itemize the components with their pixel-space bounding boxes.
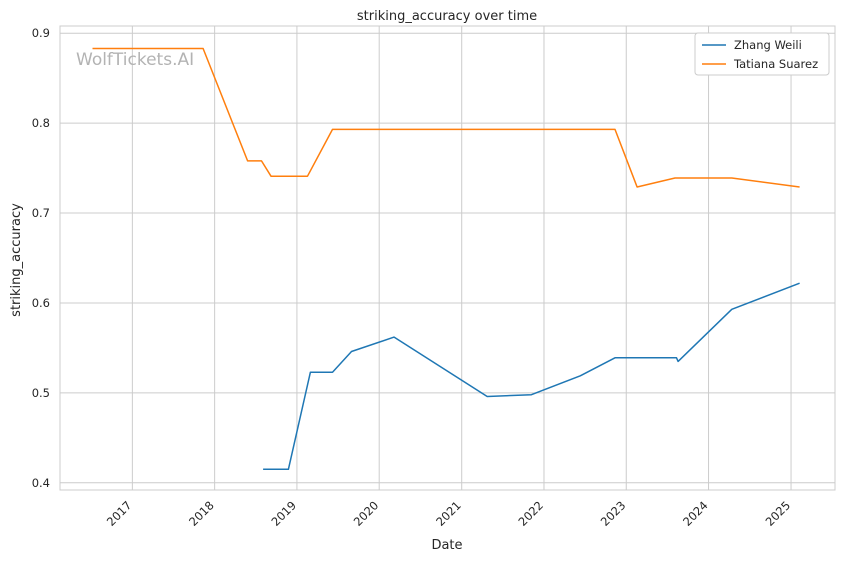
plot-background bbox=[60, 26, 835, 490]
legend-label-tatiana-suarez: Tatiana Suarez bbox=[733, 57, 818, 71]
chart-title: striking_accuracy over time bbox=[357, 9, 537, 24]
plot-area: WolfTickets.AI bbox=[59, 25, 836, 491]
y-tick-label: 0.6 bbox=[32, 296, 50, 310]
y-tick-label: 0.8 bbox=[32, 116, 50, 130]
y-tick-label: 0.4 bbox=[32, 476, 50, 490]
y-axis: 0.4 0.5 0.6 0.7 0.8 0.9 bbox=[32, 26, 50, 490]
x-axis-label: Date bbox=[431, 538, 462, 553]
series-layer bbox=[92, 47, 800, 471]
series-line-zhang-weili bbox=[263, 282, 800, 471]
legend: Zhang Weili Tatiana Suarez bbox=[694, 32, 830, 76]
y-axis-label: striking_accuracy bbox=[9, 203, 24, 317]
legend-box bbox=[694, 32, 830, 76]
series-line-tatiana-suarez bbox=[92, 47, 800, 188]
legend-label-zhang-weili: Zhang Weili bbox=[734, 38, 802, 52]
y-tick-label: 0.7 bbox=[32, 206, 50, 220]
y-tick-label: 0.9 bbox=[32, 26, 50, 40]
y-tick-label: 0.5 bbox=[32, 386, 50, 400]
grid bbox=[60, 26, 835, 490]
watermark-text: WolfTickets.AI bbox=[76, 50, 194, 70]
plot-frame bbox=[59, 25, 836, 491]
